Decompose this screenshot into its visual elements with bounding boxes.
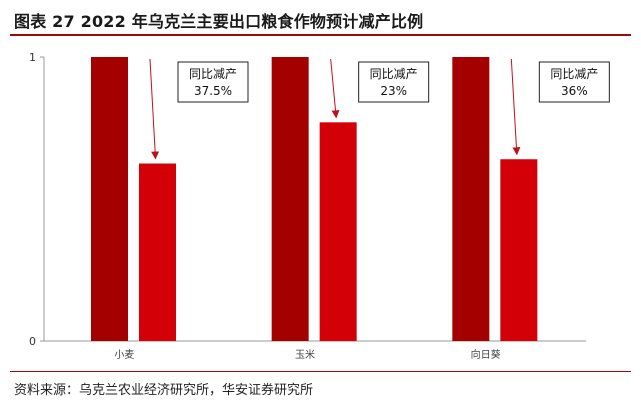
annotation-box <box>538 61 610 103</box>
chart-title: 图表 27 2022 年乌克兰主要出口粮食作物预计减产比例 <box>14 12 424 31</box>
annotation-label: 同比减产 <box>370 67 418 81</box>
chart-axes: 0 1 小麦 玉米 向日葵 <box>29 51 586 361</box>
y-tick-label: 1 <box>29 51 36 64</box>
source-rule <box>10 371 631 372</box>
annotation-box <box>358 61 430 103</box>
bar-forecast-2 <box>319 122 357 341</box>
bar-forecast-3 <box>500 159 538 341</box>
annotation-box <box>177 61 249 103</box>
bar-baseline-3 <box>452 57 490 341</box>
annotation-value: 23% <box>380 84 407 98</box>
reduction-arrow <box>149 58 160 160</box>
annotation-label: 同比减产 <box>189 67 237 81</box>
source-note: 资料来源：乌克兰农业经济研究所，华安证券研究所 <box>14 383 314 398</box>
reduction-arrow <box>330 58 340 119</box>
bar-baseline-2 <box>271 57 309 341</box>
chart-bars <box>91 57 538 341</box>
x-category-label: 玉米 <box>295 348 315 361</box>
x-category-label: 小麦 <box>114 349 134 361</box>
y-tick-label: 0 <box>29 335 36 348</box>
annotation-value: 37.5% <box>194 84 232 98</box>
reduction-arrow <box>510 58 521 156</box>
x-category-label: 向日葵 <box>471 348 501 361</box>
bar-forecast-1 <box>139 163 176 341</box>
annotation-value: 36% <box>561 84 588 98</box>
title-rule <box>10 34 631 36</box>
bar-baseline-1 <box>91 57 128 341</box>
chart-annotations: 同比减产 37.5% 同比减产 23% 同比减产 36% <box>149 58 610 160</box>
annotation-label: 同比减产 <box>550 67 598 81</box>
